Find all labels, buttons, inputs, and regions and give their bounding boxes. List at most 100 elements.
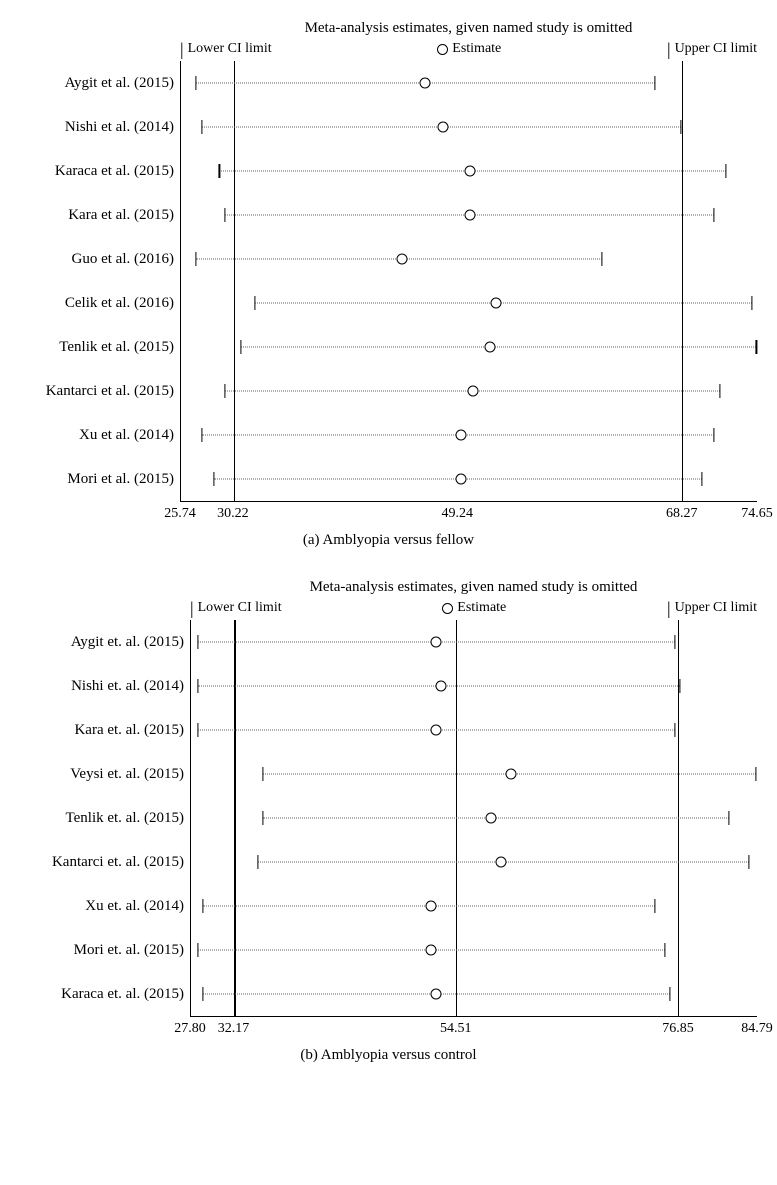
study-label: Kantarci et al. (2015) bbox=[20, 383, 180, 400]
forest-plot-panel: Meta-analysis estimates, given named stu… bbox=[20, 20, 757, 549]
x-tick-label: 68.27 bbox=[666, 506, 698, 522]
study-label-row: Xu et al. (2014) bbox=[20, 413, 180, 457]
upper-ci-tick bbox=[729, 811, 730, 825]
legend-lower: |Lower CI limit bbox=[190, 600, 282, 616]
x-tick-label: 32.17 bbox=[218, 1021, 250, 1037]
ci-line bbox=[241, 347, 757, 348]
estimate-marker bbox=[495, 857, 506, 868]
upper-ci-tick bbox=[751, 296, 752, 310]
estimate-marker bbox=[455, 474, 466, 485]
study-label: Mori et. al. (2015) bbox=[20, 942, 190, 959]
estimate-marker bbox=[438, 122, 449, 133]
upper-ci-tick bbox=[679, 679, 680, 693]
estimate-marker bbox=[426, 901, 437, 912]
lower-ci-tick bbox=[197, 679, 198, 693]
upper-ci-tick bbox=[674, 635, 675, 649]
study-label: Nishi et. al. (2014) bbox=[20, 678, 190, 695]
study-row bbox=[181, 237, 757, 281]
estimate-marker bbox=[485, 813, 496, 824]
estimate-marker bbox=[420, 78, 431, 89]
study-label-row: Veysi et. al. (2015) bbox=[20, 752, 190, 796]
study-label-row: Xu et. al. (2014) bbox=[20, 884, 190, 928]
estimate-marker bbox=[467, 386, 478, 397]
lower-ci-tick bbox=[240, 340, 241, 354]
study-row bbox=[181, 281, 757, 325]
lower-ci-tick bbox=[197, 723, 198, 737]
study-row bbox=[191, 928, 757, 972]
study-label-row: Kara et. al. (2015) bbox=[20, 708, 190, 752]
study-label-row: Mori et al. (2015) bbox=[20, 457, 180, 501]
study-label: Kantarci et. al. (2015) bbox=[20, 854, 190, 871]
lower-ci-tick bbox=[262, 767, 263, 781]
estimate-marker bbox=[465, 166, 476, 177]
lower-ci-tick bbox=[195, 76, 196, 90]
lower-ci-tick bbox=[201, 120, 202, 134]
study-label: Veysi et. al. (2015) bbox=[20, 766, 190, 783]
study-label-row: Nishi et. al. (2014) bbox=[20, 664, 190, 708]
study-row bbox=[191, 620, 757, 664]
study-row bbox=[181, 61, 757, 105]
study-label: Karaca et. al. (2015) bbox=[20, 986, 190, 1003]
study-row bbox=[191, 796, 757, 840]
estimate-marker bbox=[431, 989, 442, 1000]
lower-ci-tick bbox=[197, 943, 198, 957]
estimate-marker bbox=[436, 681, 447, 692]
study-row bbox=[181, 457, 757, 501]
upper-ci-tick bbox=[756, 340, 757, 354]
study-row bbox=[191, 708, 757, 752]
study-label: Xu et al. (2014) bbox=[20, 427, 180, 444]
upper-ci-tick bbox=[654, 899, 655, 913]
legend-upper: |Upper CI limit bbox=[667, 41, 757, 57]
upper-ci-tick bbox=[702, 472, 703, 486]
upper-ci-tick bbox=[655, 76, 656, 90]
lower-ci-tick bbox=[195, 252, 196, 266]
lower-ci-tick bbox=[213, 472, 214, 486]
x-tick-label: 54.51 bbox=[440, 1021, 472, 1037]
panel-caption: (a) Amblyopia versus fellow bbox=[20, 532, 757, 549]
study-label: Celik et al. (2016) bbox=[20, 295, 180, 312]
legend-estimate: Estimate bbox=[437, 41, 501, 57]
study-label-row: Mori et. al. (2015) bbox=[20, 928, 190, 972]
study-label: Karaca et al. (2015) bbox=[20, 163, 180, 180]
study-label: Xu et. al. (2014) bbox=[20, 898, 190, 915]
study-label-row: Aygit et. al. (2015) bbox=[20, 620, 190, 664]
estimate-marker bbox=[396, 254, 407, 265]
upper-ci-tick bbox=[680, 120, 681, 134]
legend-upper: |Upper CI limit bbox=[667, 600, 757, 616]
study-label-row: Aygit et al. (2015) bbox=[20, 61, 180, 105]
estimate-marker bbox=[505, 769, 516, 780]
study-label: Aygit et al. (2015) bbox=[20, 75, 180, 92]
study-label-row: Nishi et al. (2014) bbox=[20, 105, 180, 149]
lower-ci-tick bbox=[197, 635, 198, 649]
study-row bbox=[181, 413, 757, 457]
lower-ci-tick bbox=[254, 296, 255, 310]
study-label: Kara et al. (2015) bbox=[20, 207, 180, 224]
study-label: Mori et al. (2015) bbox=[20, 471, 180, 488]
study-row bbox=[181, 325, 757, 369]
study-label-row: Celik et al. (2016) bbox=[20, 281, 180, 325]
study-label-row: Karaca et al. (2015) bbox=[20, 149, 180, 193]
study-row bbox=[191, 972, 757, 1016]
x-tick-label: 49.24 bbox=[441, 506, 473, 522]
study-label-row: Tenlik et. al. (2015) bbox=[20, 796, 190, 840]
study-label-row: Kantarci et. al. (2015) bbox=[20, 840, 190, 884]
upper-ci-tick bbox=[756, 767, 757, 781]
estimate-marker bbox=[431, 637, 442, 648]
study-label-row: Kara et al. (2015) bbox=[20, 193, 180, 237]
study-label: Tenlik et. al. (2015) bbox=[20, 810, 190, 827]
study-label: Guo et al. (2016) bbox=[20, 251, 180, 268]
x-tick-label: 25.74 bbox=[164, 506, 196, 522]
legend-lower: |Lower CI limit bbox=[180, 41, 272, 57]
x-tick-label: 30.22 bbox=[217, 506, 249, 522]
lower-ci-tick bbox=[225, 208, 226, 222]
study-label: Nishi et al. (2014) bbox=[20, 119, 180, 136]
study-row bbox=[181, 369, 757, 413]
legend-estimate: Estimate bbox=[442, 600, 506, 616]
estimate-marker bbox=[455, 430, 466, 441]
estimate-marker bbox=[465, 210, 476, 221]
x-tick-label: 84.79 bbox=[741, 1021, 773, 1037]
upper-ci-tick bbox=[719, 384, 720, 398]
panel-caption: (b) Amblyopia versus control bbox=[20, 1047, 757, 1064]
x-tick-label: 76.85 bbox=[662, 1021, 694, 1037]
study-label: Tenlik et al. (2015) bbox=[20, 339, 180, 356]
